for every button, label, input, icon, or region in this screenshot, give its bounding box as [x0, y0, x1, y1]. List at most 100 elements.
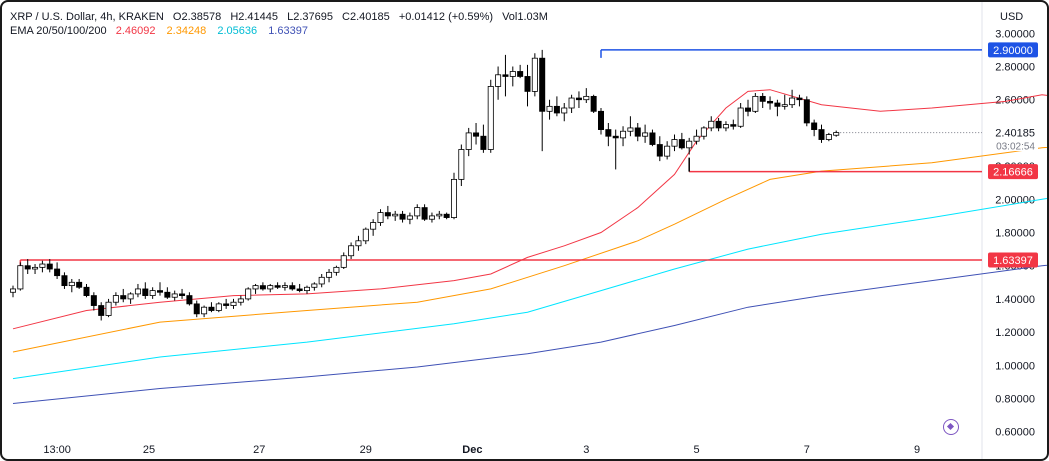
candle-body[interactable] [722, 124, 729, 129]
level-price-tag[interactable] [988, 252, 1038, 268]
candle-body[interactable] [811, 122, 818, 130]
candle-body[interactable] [39, 263, 46, 268]
candle-body[interactable] [259, 285, 266, 290]
candle-body[interactable] [186, 295, 193, 305]
candle-body[interactable] [693, 135, 700, 142]
candle-body[interactable] [120, 295, 127, 300]
candle-body[interactable] [803, 99, 810, 124]
candle-body[interactable] [46, 263, 53, 270]
candle-body[interactable] [333, 266, 340, 273]
candle-body[interactable] [362, 228, 369, 242]
candle-body[interactable] [164, 291, 171, 298]
candle-body[interactable] [745, 107, 752, 112]
candle-body[interactable] [399, 213, 406, 220]
candle-body[interactable] [553, 105, 560, 114]
candle-body[interactable] [311, 283, 318, 288]
candle-body[interactable] [303, 286, 310, 291]
candle-body[interactable] [495, 74, 502, 87]
candle-body[interactable] [193, 303, 200, 315]
candle-body[interactable] [267, 285, 274, 290]
candle-body[interactable] [201, 306, 208, 315]
candle-body[interactable] [465, 132, 472, 150]
candle-body[interactable] [230, 301, 237, 306]
candle-body[interactable] [179, 293, 186, 296]
candle-body[interactable] [421, 207, 428, 220]
candle-body[interactable] [678, 139, 685, 149]
candle-body[interactable] [546, 105, 553, 112]
candle-body[interactable] [568, 97, 575, 109]
candle-body[interactable] [340, 255, 347, 268]
candle-body[interactable] [274, 285, 281, 288]
candle-body[interactable] [620, 130, 627, 139]
candle-body[interactable] [598, 110, 605, 130]
candle-body[interactable] [289, 285, 296, 290]
candle-body[interactable] [245, 288, 252, 300]
candle-body[interactable] [428, 215, 435, 220]
currency-label[interactable]: USD [1000, 11, 1024, 23]
ema-label[interactable]: EMA 20/50/100/200 [10, 25, 107, 37]
candle-body[interactable] [833, 132, 840, 136]
candle-body[interactable] [517, 71, 524, 77]
candle-body[interactable] [818, 129, 825, 140]
candle-body[interactable] [642, 132, 649, 137]
candle-body[interactable] [664, 145, 671, 157]
candle-body[interactable] [414, 207, 421, 217]
candle-body[interactable] [9, 288, 16, 293]
candle-body[interactable] [98, 305, 105, 316]
candle-body[interactable] [700, 127, 707, 137]
candle-body[interactable] [759, 95, 766, 102]
candle-body[interactable] [796, 97, 803, 101]
candle-body[interactable] [487, 86, 494, 150]
candle-body[interactable] [686, 140, 693, 149]
candle-body[interactable] [656, 144, 663, 157]
candle-body[interactable] [348, 245, 355, 257]
candle-body[interactable] [83, 286, 90, 296]
candle-body[interactable] [156, 290, 163, 293]
candle-body[interactable] [458, 149, 465, 180]
candle-body[interactable] [68, 281, 75, 287]
candle-body[interactable] [326, 271, 333, 278]
candle-body[interactable] [24, 265, 31, 270]
candle-body[interactable] [590, 95, 597, 112]
candle-body[interactable] [406, 215, 413, 220]
candle-body[interactable] [575, 97, 582, 101]
candle-body[interactable] [377, 212, 384, 223]
candle-body[interactable] [480, 135, 487, 150]
candle-body[interactable] [781, 104, 788, 107]
candle-body[interactable] [127, 293, 134, 300]
candle-body[interactable] [149, 290, 156, 296]
candle-body[interactable] [605, 129, 612, 137]
candle-body[interactable] [649, 132, 656, 145]
candle-body[interactable] [54, 268, 61, 277]
candle-body[interactable] [392, 213, 399, 217]
candle-body[interactable] [774, 102, 781, 107]
candle-body[interactable] [436, 213, 443, 217]
compass-icon[interactable] [943, 419, 959, 435]
candle-body[interactable] [443, 213, 450, 218]
candle-body[interactable] [252, 285, 259, 290]
candle-body[interactable] [612, 135, 619, 139]
candle-body[interactable] [61, 275, 68, 287]
candle-body[interactable] [142, 288, 149, 296]
candle-body[interactable] [715, 120, 722, 129]
level-price-tag[interactable] [988, 164, 1038, 180]
candle-body[interactable] [767, 100, 774, 104]
candle-body[interactable] [825, 134, 832, 140]
candle-body[interactable] [105, 301, 112, 316]
candle-body[interactable] [531, 57, 538, 92]
candle-body[interactable] [208, 306, 215, 311]
candle-body[interactable] [17, 265, 24, 290]
candle-body[interactable] [789, 97, 796, 106]
candle-body[interactable] [473, 132, 480, 137]
candle-body[interactable] [281, 285, 288, 288]
candle-body[interactable] [134, 288, 141, 295]
candle-body[interactable] [583, 95, 590, 101]
candle-body[interactable] [171, 293, 178, 298]
candle-body[interactable] [634, 127, 641, 137]
candle-body[interactable] [561, 107, 568, 114]
candle-body[interactable] [502, 74, 509, 77]
level-price-tag[interactable] [988, 42, 1038, 58]
candle-body[interactable] [318, 276, 325, 285]
candle-body[interactable] [32, 266, 39, 270]
